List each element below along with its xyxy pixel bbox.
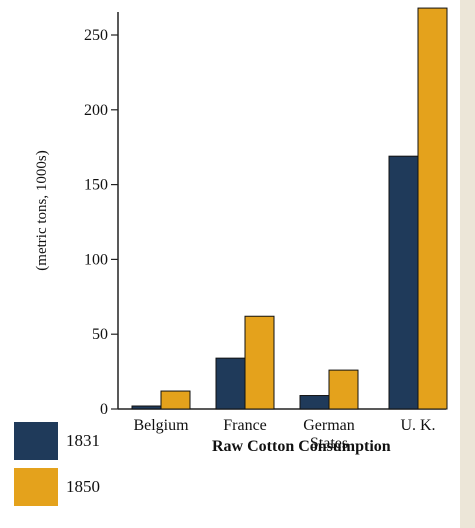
y-tick-label-200: 200 bbox=[84, 102, 108, 119]
bar-german-states-1831 bbox=[299, 395, 330, 410]
y-axis-label: (metric tons, 1000s) bbox=[34, 150, 50, 270]
legend-swatch-1850 bbox=[14, 468, 58, 506]
y-tick-label-50: 50 bbox=[92, 326, 108, 343]
y-tick-label-250: 250 bbox=[84, 27, 108, 44]
bar-u-k--1850 bbox=[417, 7, 448, 410]
legend: 1831 1850 bbox=[14, 418, 100, 510]
x-tick-label-belgium: Belgium bbox=[133, 417, 189, 434]
chart-title: Raw Cotton Consumption bbox=[212, 438, 391, 455]
chart-panel: 0 50 100 150 200 250 (metric tons, 1000s) Belgi… bbox=[0, 0, 460, 528]
y-tick-label-100: 100 bbox=[84, 251, 108, 268]
bar-u-k--1831 bbox=[388, 155, 419, 410]
legend-swatch-1831 bbox=[14, 422, 58, 460]
bar-belgium-1831 bbox=[131, 405, 162, 410]
bar-france-1850 bbox=[244, 315, 275, 410]
bar-german-states-1850 bbox=[328, 369, 359, 410]
y-tick-label-150: 150 bbox=[84, 177, 108, 194]
y-tick-label-0: 0 bbox=[100, 401, 108, 418]
bar-france-1831 bbox=[215, 357, 246, 410]
x-tick-label-u-k-: U. K. bbox=[400, 417, 435, 434]
legend-label-1831: 1831 bbox=[66, 431, 100, 450]
x-tick-label-german-states-line1: States bbox=[310, 435, 348, 452]
bar-chart: 0 50 100 150 200 250 (metric tons, 1000s) Belgi… bbox=[34, 7, 448, 452]
x-tick-label-france: France bbox=[223, 417, 267, 434]
bar-belgium-1850 bbox=[160, 390, 191, 410]
x-tick-label-german-states-line0: German bbox=[303, 417, 355, 434]
legend-item-1850: 1850 bbox=[14, 464, 100, 510]
legend-item-1831: 1831 bbox=[14, 418, 100, 464]
legend-label-1850: 1850 bbox=[66, 477, 100, 496]
